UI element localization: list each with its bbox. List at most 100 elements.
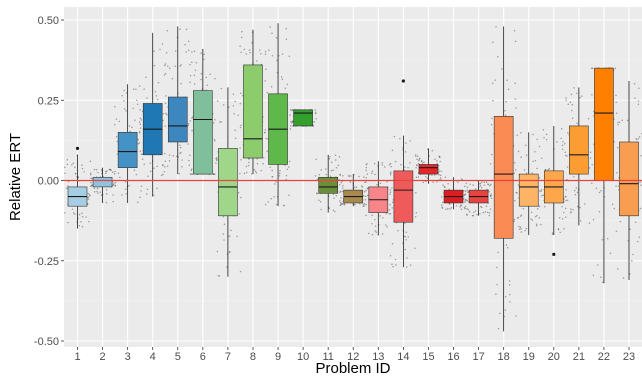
jitter-point: [365, 214, 367, 217]
jitter-point: [490, 183, 492, 186]
jitter-point: [592, 274, 595, 277]
jitter-point: [415, 191, 417, 194]
jitter-point: [517, 184, 520, 186]
jitter-point: [486, 211, 489, 213]
jitter-point: [193, 50, 196, 52]
jitter-point: [561, 206, 563, 208]
jitter-point: [112, 194, 114, 196]
jitter-point: [556, 140, 558, 143]
jitter-point: [96, 190, 98, 193]
jitter-point: [350, 175, 352, 177]
jitter-point: [489, 195, 492, 197]
jitter-point: [520, 131, 522, 134]
jitter-point: [187, 49, 190, 52]
jitter-point: [494, 79, 496, 81]
jitter-point: [72, 162, 75, 164]
x-tick-label: 20: [548, 351, 560, 363]
jitter-point: [564, 195, 567, 198]
jitter-point: [220, 121, 222, 123]
jitter-point: [341, 190, 344, 193]
y-axis-ticks: 0.50 0.25 0.00 -0.25 -0.50: [34, 15, 64, 348]
jitter-point: [588, 167, 591, 169]
jitter-point: [571, 103, 574, 106]
jitter-point: [152, 194, 155, 196]
jitter-point: [155, 95, 158, 97]
jitter-point: [138, 131, 141, 133]
jitter-point: [598, 191, 601, 194]
jitter-point: [567, 132, 569, 134]
jitter-point: [444, 186, 446, 188]
jitter-point: [340, 202, 343, 205]
jitter-point: [187, 143, 189, 145]
jitter-point: [315, 158, 317, 160]
jitter-point: [291, 122, 293, 124]
jitter-point: [565, 97, 567, 99]
jitter-point: [240, 92, 242, 94]
jitter-point: [492, 99, 494, 102]
jitter-point: [602, 281, 604, 283]
jitter-point: [557, 228, 560, 230]
jitter-point: [497, 327, 500, 330]
jitter-point: [389, 212, 392, 215]
jitter-point: [74, 166, 76, 168]
box-1: [67, 154, 88, 229]
jitter-point: [260, 53, 262, 55]
jitter-point: [218, 275, 221, 277]
jitter-point: [491, 117, 493, 120]
jitter-point: [139, 117, 142, 119]
jitter-point: [405, 231, 408, 233]
jitter-point: [464, 190, 467, 193]
jitter-point: [164, 152, 166, 155]
jitter-point: [286, 83, 289, 86]
jitter-point: [269, 166, 271, 169]
jitter-point: [483, 184, 486, 186]
jitter-point: [248, 158, 250, 160]
jitter-point: [189, 154, 191, 157]
jitter-point: [409, 264, 412, 266]
x-tick-label: 18: [498, 351, 510, 363]
jitter-point: [187, 122, 190, 125]
jitter-point: [536, 214, 538, 217]
jitter-point: [71, 164, 73, 166]
jitter-point: [253, 169, 256, 171]
jitter-point: [570, 208, 572, 210]
jitter-point: [176, 155, 178, 158]
jitter-point: [536, 225, 538, 227]
jitter-point: [274, 183, 276, 185]
jitter-point: [342, 202, 344, 205]
jitter-point: [615, 230, 618, 233]
jitter-point: [125, 110, 127, 112]
jitter-point: [472, 214, 475, 217]
jitter-point: [626, 119, 629, 122]
jitter-point: [514, 82, 516, 85]
jitter-point: [564, 207, 567, 210]
jitter-point: [543, 205, 546, 208]
jitter-point: [354, 204, 356, 206]
jitter-point: [187, 40, 190, 43]
jitter-point: [509, 293, 511, 296]
jitter-point: [637, 100, 640, 102]
jitter-point: [174, 65, 176, 67]
jitter-point: [153, 50, 155, 52]
jitter-point: [524, 229, 526, 232]
jitter-point: [338, 183, 341, 186]
jitter-point: [240, 158, 242, 161]
jitter-point: [265, 68, 267, 70]
jitter-point: [363, 203, 366, 205]
jitter-point: [81, 212, 83, 214]
jitter-point: [386, 180, 388, 183]
jitter-point: [434, 158, 436, 160]
x-tick-label: 19: [523, 351, 535, 363]
box-body: [619, 141, 639, 217]
jitter-point: [217, 275, 220, 277]
jitter-point: [365, 181, 367, 183]
jitter-point: [320, 208, 322, 211]
jitter-point: [97, 192, 99, 194]
box-19: [518, 132, 539, 236]
jitter-point: [288, 166, 290, 168]
box-4: [142, 32, 163, 197]
jitter-point: [146, 188, 149, 191]
jitter-point: [445, 208, 447, 211]
jitter-point: [360, 185, 363, 187]
jitter-point: [365, 166, 368, 169]
